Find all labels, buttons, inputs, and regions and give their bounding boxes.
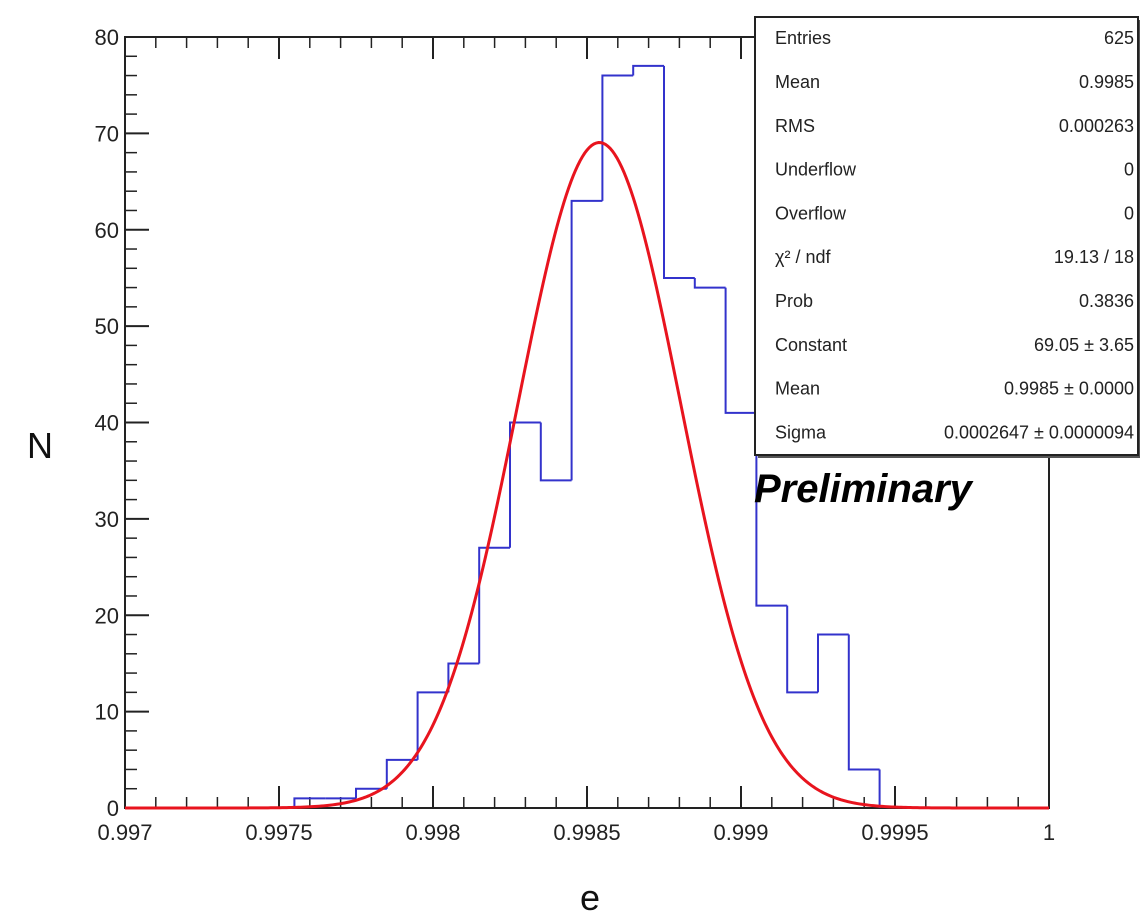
stats-label: χ² / ndf xyxy=(775,247,831,267)
histogram-bin xyxy=(786,605,818,694)
histogram-bin xyxy=(755,412,788,607)
x-tick-label: 0.999 xyxy=(713,820,768,845)
stats-label: Constant xyxy=(775,335,847,355)
preliminary-annotation: Preliminary xyxy=(754,467,974,511)
axis-ticks: 0.997 0.9975 0.998 0.9985 0.999 0.9995 1010203… xyxy=(95,25,1056,845)
x-axis-title: e xyxy=(580,877,600,917)
stats-value: 69.05 ± 3.65 xyxy=(1034,335,1134,355)
y-tick-label: 30 xyxy=(95,507,119,532)
stats-value: 0 xyxy=(1124,203,1134,223)
stats-label: Mean xyxy=(775,379,820,399)
y-tick-label: 40 xyxy=(95,411,119,436)
x-tick-label: 0.997 xyxy=(97,820,152,845)
y-tick-label: 50 xyxy=(95,314,119,339)
histogram-series xyxy=(293,64,881,808)
stats-value: 625 xyxy=(1104,28,1134,48)
stats-box-frame xyxy=(754,16,1139,456)
histogram-bin xyxy=(539,422,572,482)
histogram-bin xyxy=(478,546,510,664)
stats-label: RMS xyxy=(775,116,815,136)
x-tick-label: 0.9995 xyxy=(861,820,928,845)
histogram-bin xyxy=(385,758,418,789)
histogram-bin xyxy=(693,277,726,289)
stats-value: 0 xyxy=(1124,160,1134,180)
stats-label: Mean xyxy=(775,72,820,92)
histogram-bin xyxy=(293,797,326,808)
stats-value: 0.3836 xyxy=(1079,291,1134,311)
stats-box: Entries 625 Mean 0.9985 RMS 0.000263 Underflow… xyxy=(754,16,1140,458)
histogram-bin xyxy=(663,65,695,279)
stats-value: 0.9985 ± 0.0000 xyxy=(1004,379,1134,399)
stats-value: 0.9985 xyxy=(1079,72,1134,92)
stats-value: 19.13 / 18 xyxy=(1054,247,1134,267)
histogram-bin xyxy=(447,662,480,693)
histogram-bin xyxy=(570,199,603,481)
histogram-bin xyxy=(817,633,849,693)
y-tick-label: 80 xyxy=(95,25,119,50)
histogram-bin xyxy=(847,634,880,771)
x-tick-label: 0.9975 xyxy=(245,820,312,845)
y-tick-label: 70 xyxy=(95,121,119,146)
y-tick-label: 10 xyxy=(95,700,119,725)
stats-label: Overflow xyxy=(775,203,847,223)
histogram-bin xyxy=(601,74,634,201)
y-axis-title: N xyxy=(27,425,53,466)
stats-value: 0.0002647 ± 0.0000094 xyxy=(944,422,1134,442)
histogram-bin xyxy=(632,64,664,76)
histogram-bin xyxy=(416,691,449,760)
stats-label: Prob xyxy=(775,291,813,311)
gaussian-fit-curve xyxy=(125,141,1049,810)
y-tick-label: 20 xyxy=(95,603,119,628)
stats-value: 0.000263 xyxy=(1059,116,1134,136)
x-tick-label: 0.9985 xyxy=(553,820,620,845)
histogram-bin xyxy=(509,421,541,548)
y-tick-label: 60 xyxy=(95,218,119,243)
x-tick-label: 0.998 xyxy=(405,820,460,845)
stats-label: Underflow xyxy=(775,160,857,180)
stats-label: Entries xyxy=(775,28,831,48)
y-tick-label: 0 xyxy=(107,796,119,821)
fit-curve-series xyxy=(125,141,1049,810)
x-tick-label: 1 xyxy=(1043,820,1055,845)
histogram-bin xyxy=(355,787,387,799)
histogram-bin xyxy=(724,287,757,414)
stats-label: Sigma xyxy=(775,422,827,442)
